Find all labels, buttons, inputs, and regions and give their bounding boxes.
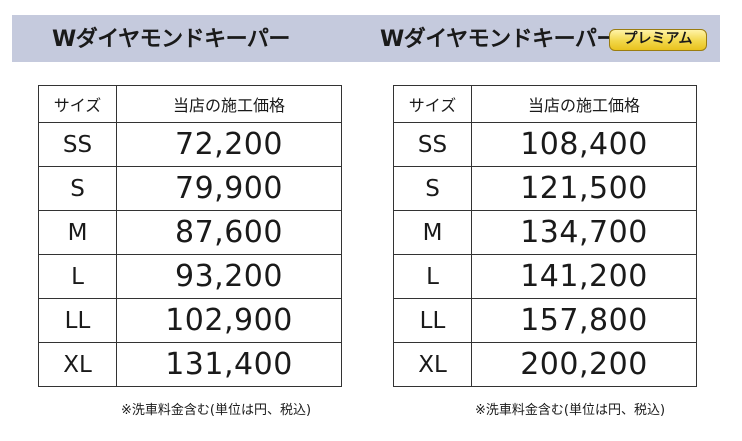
price-cell: 121,500 xyxy=(471,166,697,211)
table-row: LL 157,800 xyxy=(393,298,697,343)
table-row: XL 200,200 xyxy=(393,342,697,387)
right-price-table: サイズ 当店の施工価格 SS 108,400 S 121,500 M 134,7… xyxy=(393,85,697,387)
table-row: SS 72,200 xyxy=(38,122,342,167)
price-cell: 93,200 xyxy=(116,254,342,299)
size-cell: XL xyxy=(393,342,472,387)
price-cell: 200,200 xyxy=(471,342,697,387)
right-footnote: ※洗車料金含む(単位は円、税込) xyxy=(475,403,666,418)
size-cell: L xyxy=(38,254,117,299)
table-row: LL 102,900 xyxy=(38,298,342,343)
price-header: 当店の施工価格 xyxy=(116,85,342,123)
price-cell: 72,200 xyxy=(116,122,342,167)
size-cell: LL xyxy=(38,298,117,343)
price-cell: 102,900 xyxy=(116,298,342,343)
table-header-row: サイズ 当店の施工価格 xyxy=(393,85,697,123)
size-header: サイズ xyxy=(38,85,117,123)
left-footnote: ※洗車料金含む(単位は円、税込) xyxy=(121,403,312,418)
left-price-table: サイズ 当店の施工価格 SS 72,200 S 79,900 M 87,600 … xyxy=(38,85,342,387)
size-cell: XL xyxy=(38,342,117,387)
size-cell: LL xyxy=(393,298,472,343)
table-row: L 93,200 xyxy=(38,254,342,299)
size-cell: SS xyxy=(393,122,472,167)
premium-badge: プレミアム xyxy=(609,29,707,51)
table-header-row: サイズ 当店の施工価格 xyxy=(38,85,342,123)
price-cell: 108,400 xyxy=(471,122,697,167)
size-cell: S xyxy=(38,166,117,211)
table-row: M 134,700 xyxy=(393,210,697,255)
table-row: XL 131,400 xyxy=(38,342,342,387)
price-header: 当店の施工価格 xyxy=(471,85,697,123)
title-banner xyxy=(12,15,720,62)
price-cell: 157,800 xyxy=(471,298,697,343)
size-cell: M xyxy=(38,210,117,255)
right-title: Wダイヤモンドキーパー xyxy=(380,27,618,52)
size-header: サイズ xyxy=(393,85,472,123)
price-cell: 87,600 xyxy=(116,210,342,255)
size-cell: SS xyxy=(38,122,117,167)
price-cell: 131,400 xyxy=(116,342,342,387)
size-cell: S xyxy=(393,166,472,211)
price-cell: 141,200 xyxy=(471,254,697,299)
size-cell: M xyxy=(393,210,472,255)
size-cell: L xyxy=(393,254,472,299)
table-row: SS 108,400 xyxy=(393,122,697,167)
table-row: S 79,900 xyxy=(38,166,342,211)
price-cell: 79,900 xyxy=(116,166,342,211)
left-title: Wダイヤモンドキーパー xyxy=(52,27,290,52)
table-row: L 141,200 xyxy=(393,254,697,299)
price-cell: 134,700 xyxy=(471,210,697,255)
table-row: S 121,500 xyxy=(393,166,697,211)
table-row: M 87,600 xyxy=(38,210,342,255)
